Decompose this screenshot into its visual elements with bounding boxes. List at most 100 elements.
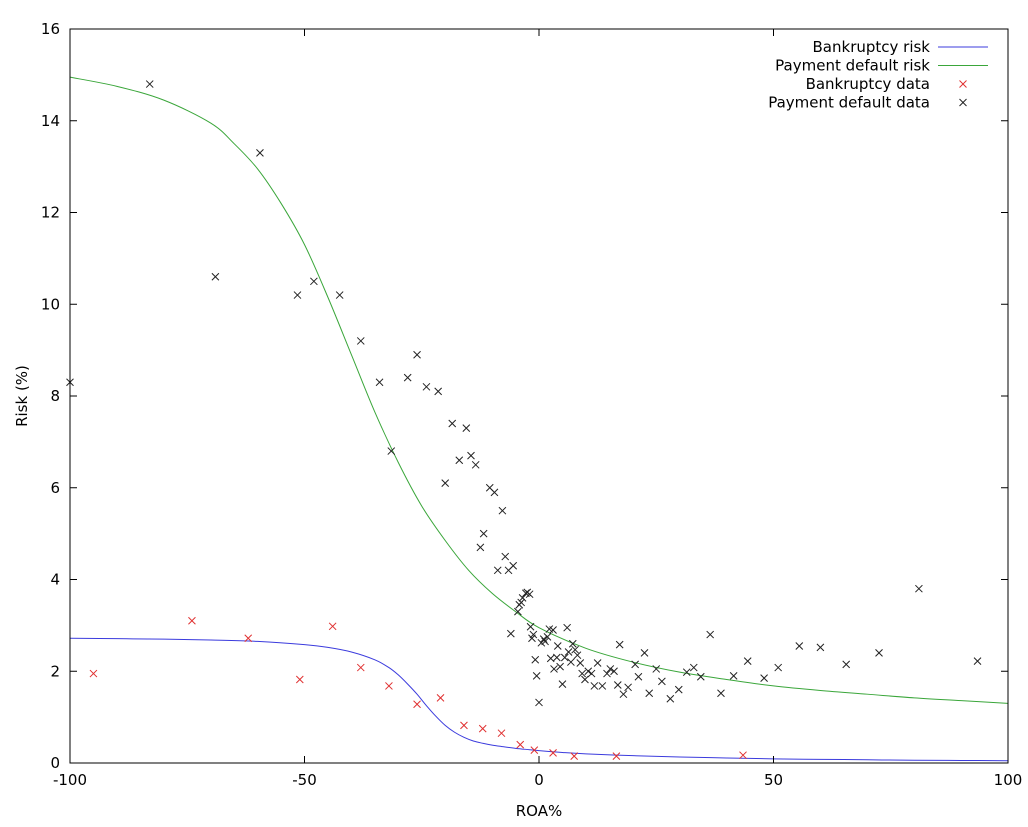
payment-default-data-point [403, 373, 412, 382]
payment-default-data-point [467, 451, 475, 460]
payment-default-data-point [462, 424, 471, 432]
payment-default-data-point [293, 291, 302, 299]
payment-default-data-point [613, 681, 622, 689]
y-axis-label: Risk (%) [13, 365, 31, 427]
axis-ticks: -100 -50 0 50 100 0 2 4 6 8 10 12 14 16 [41, 20, 1022, 789]
payment-default-data-point [603, 669, 611, 678]
payment-default-data-point [563, 623, 571, 632]
payment-default-data-point [479, 529, 488, 538]
bankruptcy-data-point [436, 694, 445, 702]
legend-label: Payment default risk [775, 57, 930, 75]
payment-default-data-point [434, 387, 443, 396]
payment-default-data-point [619, 690, 628, 699]
payment-default-data-point [471, 460, 480, 469]
bankruptcy-data-point [612, 752, 621, 760]
payment-default-data-point [973, 657, 982, 666]
payment-default-data-point [493, 566, 502, 575]
bankruptcy-data-point [570, 752, 579, 760]
legend-item-bankruptcy-risk: Bankruptcy risk [813, 38, 988, 56]
payment-default-data-point [645, 689, 654, 698]
payment-default-data-point [514, 607, 522, 616]
bankruptcy-data-point [549, 749, 557, 757]
payment-default-data-point [356, 337, 365, 345]
payment-default-data-point [606, 665, 615, 673]
payment-default-data-point [539, 635, 548, 643]
payment-default-data-point [211, 272, 220, 281]
y-tick-label: 0 [50, 754, 60, 772]
bankruptcy-data-point [497, 729, 506, 738]
payment-default-data-point [615, 640, 624, 649]
payment-default-data-point [553, 642, 562, 650]
y-tick-label: 10 [41, 295, 60, 313]
payment-default-data-point [590, 682, 599, 690]
legend-label: Bankruptcy data [806, 75, 930, 93]
legend-item-bankruptcy-data: Bankruptcy data [806, 75, 967, 93]
payment-default-data-point [696, 672, 705, 681]
payment-default-data-point [335, 291, 344, 299]
payment-default-data-point [568, 639, 577, 648]
payment-default-data-point [674, 685, 683, 694]
payment-default-data-point [598, 682, 607, 690]
payment-default-data-point [743, 657, 752, 666]
y-tick-label: 6 [50, 479, 60, 497]
payment-default-data-point [610, 667, 618, 676]
payment-default-data-point [576, 659, 585, 667]
payment-default-data-point [631, 660, 639, 669]
payment-default-data-point [387, 447, 396, 455]
payment-default-data-point [507, 629, 515, 638]
payment-default-data-point [529, 630, 538, 639]
payment-default-data-point [525, 590, 534, 599]
x-tick-label: 100 [994, 771, 1023, 789]
curve-layer [69, 76, 1009, 762]
payment-default-data-point [448, 419, 457, 428]
payment-default-data-point [490, 488, 499, 497]
payment-default-data-point [666, 694, 675, 703]
bankruptcy-data-point [739, 751, 747, 760]
payment-default-data-point [518, 593, 527, 602]
payment-default-data-point [543, 632, 552, 641]
payment-default-data-point [476, 543, 485, 552]
payment-default-data-point [441, 479, 450, 488]
legend-item-payment-default-risk: Payment default risk [775, 57, 988, 75]
payment-default-data-point [535, 698, 543, 707]
y-tick-label: 2 [50, 662, 60, 680]
x-tick-label: -50 [292, 771, 317, 789]
payment-default-data-point [501, 552, 510, 561]
bankruptcy-data-point [328, 622, 337, 631]
payment-default-data-point [652, 665, 661, 673]
payment-default-data-point [413, 350, 421, 359]
payment-default-data-point [634, 672, 643, 681]
payment-default-data-point [517, 598, 526, 607]
payment-default-data-point [552, 653, 561, 662]
x-tick-label: 50 [764, 771, 783, 789]
payment-default-data-point [531, 655, 540, 664]
payment-default-data-point [532, 671, 541, 680]
bankruptcy-data-point [516, 740, 525, 749]
y-tick-label: 4 [50, 571, 60, 589]
bankruptcy-data-point [244, 634, 253, 643]
bankruptcy-data-point [356, 663, 365, 672]
bankruptcy-data-point [460, 721, 468, 730]
payment-default-data-point [256, 149, 264, 157]
payment-default-data-point [658, 677, 666, 686]
payment-default-data-point [573, 651, 582, 660]
payment-default-data-point [310, 277, 318, 286]
bankruptcy-data-point [188, 616, 196, 625]
payment-default-data-point [546, 654, 555, 663]
payment-default-data-point [560, 653, 569, 662]
payment-default-data-point [640, 649, 649, 657]
bankruptcy-data-point [385, 682, 393, 690]
payment-default-data-point [549, 626, 557, 634]
payment-default-data-point [795, 642, 804, 650]
payment-default-data-point [624, 683, 632, 692]
bankruptcy-data-point [295, 675, 304, 684]
bankruptcy-data-point [478, 724, 487, 733]
y-tick-label: 14 [41, 112, 60, 130]
payment-default-data-point [593, 659, 602, 667]
bankruptcy-data-point [530, 746, 539, 755]
payment-default-data-point [145, 80, 154, 88]
x-axis-label: ROA% [516, 802, 562, 820]
